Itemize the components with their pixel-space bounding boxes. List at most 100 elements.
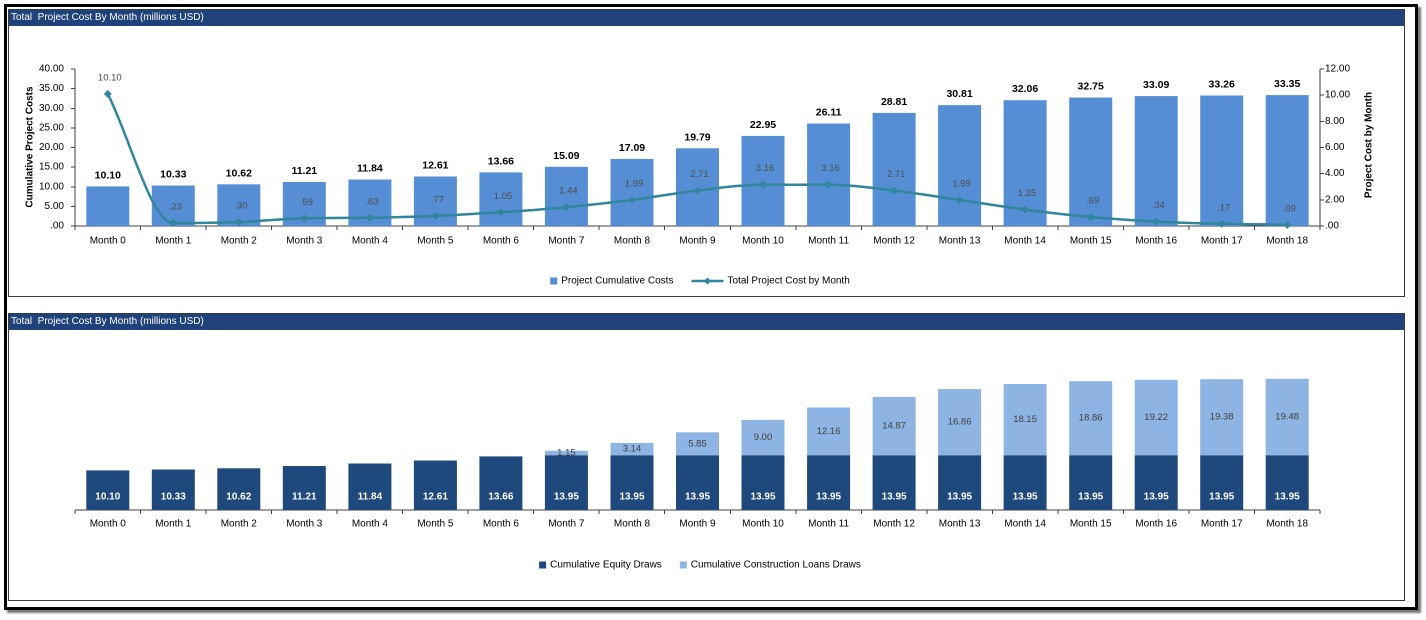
equity-value-label: 13.95 — [750, 492, 775, 503]
equity-value-label: 12.61 — [423, 492, 448, 503]
legend-color-swatch — [539, 561, 547, 569]
line-value-label: .77 — [431, 194, 444, 205]
bar-value-label: 33.09 — [1143, 79, 1169, 91]
line-value-label: 10.10 — [98, 72, 122, 83]
line-value-label: .59 — [300, 197, 313, 208]
loan-value-label: 18.86 — [1079, 413, 1103, 424]
category-label: Month 1 — [155, 519, 192, 530]
funding-draws-chart-panel: Total Project Cost By Month (millions US… — [8, 313, 1405, 601]
construction-loan-draw-bar — [1265, 378, 1309, 456]
category-label: Month 3 — [286, 519, 323, 530]
line-point-marker — [1152, 217, 1161, 226]
equity-draw-bar — [348, 463, 392, 510]
bar-value-label: 30.81 — [946, 88, 972, 100]
line-point-marker — [234, 218, 243, 227]
equity-draw-bar — [217, 468, 261, 510]
bar — [807, 123, 851, 226]
bar — [610, 158, 654, 226]
category-label: Month 14 — [1004, 519, 1046, 530]
stacked-bars — [86, 378, 1309, 510]
equity-draw-bar — [741, 455, 785, 510]
line-point-marker — [169, 218, 178, 227]
construction-loan-draw-bar — [1200, 379, 1244, 456]
loan-value-label: 19.22 — [1144, 412, 1168, 423]
construction-loan-draw-bar — [741, 419, 785, 456]
category-label: Month 14 — [1004, 236, 1046, 247]
bar — [1134, 96, 1178, 226]
construction-loan-draw-bar — [1069, 381, 1113, 456]
category-label: Month 6 — [483, 519, 520, 530]
line-value-label: 2.71 — [887, 169, 906, 180]
loan-value-label: 19.38 — [1210, 412, 1234, 423]
equity-value-label: 10.10 — [95, 492, 120, 503]
y-tick-label: 5.00 — [45, 201, 65, 212]
category-label: Month 4 — [352, 519, 389, 530]
line-point-marker — [759, 180, 768, 189]
category-label: Month 5 — [417, 236, 454, 247]
construction-loan-draw-bar — [544, 450, 588, 456]
equity-value-label: 13.95 — [619, 492, 644, 503]
line-point-marker — [955, 195, 964, 204]
construction-loan-draw-bar — [872, 396, 916, 456]
line-point-marker — [1283, 220, 1292, 229]
category-label: Month 18 — [1266, 519, 1308, 530]
equity-draw-bar — [1134, 455, 1178, 510]
equity-draw-bar — [1069, 455, 1113, 510]
category-label: Month 1 — [155, 236, 192, 247]
line-value-label: .69 — [1086, 196, 1099, 207]
bar-value-label: 32.06 — [1012, 83, 1038, 95]
category-label: Month 16 — [1135, 519, 1177, 530]
category-label: Month 9 — [679, 519, 716, 530]
y2-tick-label: 10.00 — [1325, 90, 1350, 101]
y2-tick-label: 8.00 — [1325, 116, 1345, 127]
line-value-label: 1.44 — [559, 186, 578, 197]
bar-value-label: 11.84 — [357, 163, 383, 175]
loan-value-label: 3.14 — [623, 444, 642, 455]
y-tick-label: .00 — [50, 221, 64, 232]
line-value-label: .34 — [1152, 200, 1165, 211]
equity-value-label: 13.95 — [947, 492, 972, 503]
legend-item: Cumulative Construction Loans Draws — [679, 560, 861, 571]
construction-loan-draw-bar — [1003, 384, 1047, 456]
chart-header: Total Project Cost By Month (millions US… — [9, 314, 1404, 330]
category-label: Month 15 — [1070, 236, 1112, 247]
line-value-label: .63 — [365, 196, 378, 207]
loan-value-label: 18.15 — [1013, 414, 1037, 425]
legend-item: Cumulative Equity Draws — [539, 560, 662, 571]
equity-value-label: 13.95 — [1078, 492, 1103, 503]
line-point-marker — [365, 213, 374, 222]
bar — [872, 112, 916, 226]
y-tick-label: 25.00 — [39, 122, 64, 133]
equity-draw-bar — [151, 469, 195, 510]
equity-draw-bar — [282, 466, 326, 510]
bar-series: 10.10 10.33 10.62 11.21 11.84 12.61 13.66 15.09… — [86, 78, 1309, 226]
line-value-label: 3.16 — [821, 163, 840, 174]
bar — [1003, 100, 1047, 226]
category-label: Month 12 — [873, 236, 915, 247]
category-label: Month 13 — [939, 236, 981, 247]
equity-draw-bar — [610, 455, 654, 510]
construction-loan-draw-bar — [1134, 379, 1178, 456]
category-label: Month 16 — [1135, 236, 1177, 247]
line-point-marker — [496, 208, 505, 217]
line-value-label: .23 — [169, 202, 182, 213]
bar-value-label: 26.11 — [816, 107, 842, 119]
equity-draw-bar — [86, 470, 130, 510]
bar — [1265, 95, 1309, 226]
category-label: Month 10 — [742, 236, 784, 247]
equity-value-label: 13.95 — [1013, 492, 1038, 503]
y-tick-label: 15.00 — [39, 162, 64, 173]
equity-draw-bar — [479, 456, 523, 510]
loan-value-label: 16.86 — [948, 417, 972, 428]
bar-value-label: 10.10 — [95, 169, 121, 181]
line-point-marker — [824, 180, 833, 189]
equity-draw-bar — [872, 455, 916, 510]
bar-value-label: 10.62 — [226, 167, 252, 179]
line-point-marker — [1086, 212, 1095, 221]
chart-axes: Month 0 Month 1 Month 2 Month 3 Month 4 Month… — [74, 509, 1321, 530]
category-label: Month 0 — [90, 236, 127, 247]
y-tick-label: 40.00 — [39, 64, 64, 75]
bar-value-label: 15.09 — [553, 150, 579, 162]
line-series: 10.10 .23 .30 .59 .63 .77 1.05 1.44 1.99 2.71 3.16… — [98, 72, 1296, 229]
category-label: Month 4 — [352, 236, 389, 247]
